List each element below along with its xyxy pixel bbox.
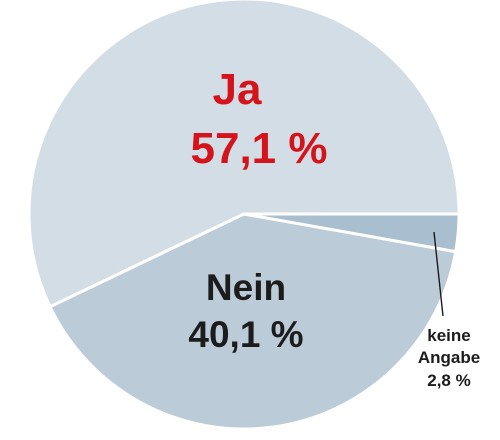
ja-slice <box>27 0 461 309</box>
ja-label: Ja <box>213 65 262 114</box>
keine-angabe-label-line-2: Angabe <box>418 348 480 367</box>
pie-slices <box>27 0 461 431</box>
keine-angabe-slice <box>242 212 461 254</box>
ja-value: 57,1 % <box>191 124 328 173</box>
nein-value: 40,1 % <box>188 314 303 355</box>
keine-angabe-leader-line <box>433 231 444 317</box>
nein-slice <box>48 212 458 431</box>
keine-angabe-label-line-1: keine <box>427 326 470 345</box>
nein-label: Nein <box>206 267 286 308</box>
keine-angabe-value: 2,8 % <box>427 371 470 390</box>
